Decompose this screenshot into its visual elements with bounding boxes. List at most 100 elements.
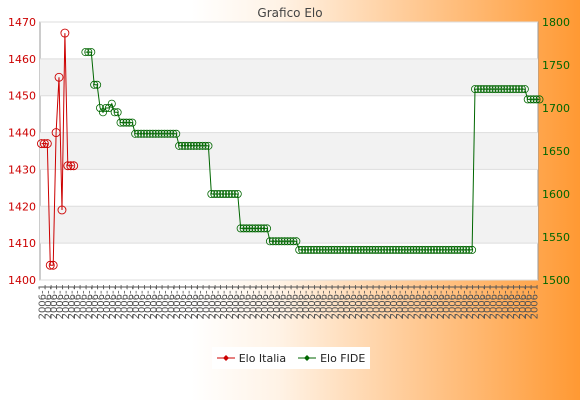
- legend-item-elo-italia: Elo Italia: [216, 352, 286, 365]
- data-point-elo-fide: [192, 141, 201, 150]
- data-point-elo-fide: [248, 224, 257, 233]
- data-point-elo-fide: [497, 85, 506, 94]
- legend: Elo Italia Elo FIDE: [212, 347, 370, 369]
- x-tick-label: 2006-1: [360, 284, 371, 319]
- data-point-elo-italia: [37, 139, 46, 149]
- x-tick-label: 2006-1: [506, 284, 517, 319]
- data-point-elo-fide: [330, 245, 339, 254]
- data-point-elo-fide: [198, 141, 207, 150]
- data-point-elo-fide: [471, 85, 480, 94]
- data-point-elo-fide: [509, 85, 518, 94]
- right-tick-label: 1700: [542, 102, 570, 115]
- data-point-elo-fide: [476, 85, 485, 94]
- data-point-elo-fide: [453, 245, 462, 254]
- data-point-elo-fide: [512, 85, 521, 94]
- x-tick-label: 2006-1: [278, 284, 289, 319]
- data-point-elo-fide: [119, 118, 128, 127]
- data-point-elo-fide: [254, 224, 263, 233]
- data-point-elo-fide: [178, 141, 187, 150]
- x-tick-label: 2006-1: [266, 284, 277, 319]
- data-point-elo-fide: [93, 80, 102, 89]
- data-point-elo-fide: [292, 237, 301, 246]
- data-point-elo-fide: [301, 245, 310, 254]
- data-point-elo-fide: [473, 85, 482, 94]
- x-tick-label: 2006-1: [125, 284, 136, 319]
- data-point-elo-italia: [51, 128, 61, 138]
- x-tick-label: 2006-1: [184, 284, 195, 319]
- x-tick-label: 2006-1: [155, 284, 166, 319]
- data-point-elo-fide: [224, 189, 233, 198]
- data-point-elo-fide: [406, 245, 415, 254]
- x-tick-label: 2006-1: [412, 284, 423, 319]
- left-tick-label: 1460: [8, 53, 36, 66]
- x-tick-label: 2006-1: [330, 284, 341, 319]
- x-tick-label: 2006-1: [237, 284, 248, 319]
- x-tick-label: 2006-1: [530, 284, 541, 319]
- x-tick-label: 2006-1: [500, 284, 511, 319]
- x-tick-label: 2006-1: [272, 284, 283, 319]
- x-tick-label: 2006-1: [436, 284, 447, 319]
- x-tick-label: 2006-1: [325, 284, 336, 319]
- data-point-elo-fide: [485, 85, 494, 94]
- data-point-elo-fide: [207, 189, 216, 198]
- data-point-elo-fide: [186, 141, 195, 150]
- data-point-elo-fide: [456, 245, 465, 254]
- data-point-elo-fide: [169, 129, 178, 138]
- data-point-elo-fide: [520, 85, 529, 94]
- x-tick-label: 2006-1: [524, 284, 535, 319]
- data-point-elo-fide: [175, 141, 184, 150]
- x-tick-label: 2006-1: [38, 284, 49, 319]
- data-point-elo-fide: [104, 104, 113, 113]
- data-point-elo-fide: [432, 245, 441, 254]
- data-point-elo-fide: [324, 245, 333, 254]
- x-tick-label: 2006-1: [248, 284, 259, 319]
- series-line-elo-italia: [41, 33, 74, 266]
- x-tick-label: 2006-1: [401, 284, 412, 319]
- data-point-elo-fide: [134, 129, 143, 138]
- data-point-elo-fide: [424, 245, 433, 254]
- grid-band: [40, 58, 538, 96]
- x-tick-label: 2006-1: [172, 284, 183, 319]
- x-tick-label: 2006-1: [213, 284, 224, 319]
- x-tick-label: 2006-1: [49, 284, 60, 319]
- x-tick-label: 2006-1: [424, 284, 435, 319]
- data-point-elo-fide: [304, 245, 313, 254]
- grid-band: [40, 206, 538, 244]
- data-point-elo-fide: [172, 129, 181, 138]
- data-point-elo-fide: [154, 129, 163, 138]
- x-tick-label: 2006-1: [102, 284, 113, 319]
- series-elo-italia: [37, 28, 79, 270]
- x-tick-label: 2006-1: [243, 284, 254, 319]
- data-point-elo-fide: [353, 245, 362, 254]
- data-point-elo-fide: [280, 237, 289, 246]
- x-tick-label: 2006-1: [465, 284, 476, 319]
- data-point-elo-fide: [532, 95, 541, 104]
- data-point-elo-fide: [339, 245, 348, 254]
- x-tick-label: 2006-1: [295, 284, 306, 319]
- data-point-elo-fide: [87, 48, 96, 57]
- data-point-elo-fide: [298, 245, 307, 254]
- data-point-elo-italia: [42, 139, 52, 149]
- data-point-elo-fide: [101, 104, 110, 113]
- x-tick-label: 2006-1: [483, 284, 494, 319]
- data-point-elo-fide: [409, 245, 418, 254]
- data-point-elo-fide: [315, 245, 324, 254]
- data-point-elo-fide: [526, 95, 535, 104]
- x-tick-label: 2006-1: [79, 284, 90, 319]
- x-tick-label: 2006-1: [442, 284, 453, 319]
- data-point-elo-fide: [400, 245, 409, 254]
- data-point-elo-fide: [201, 141, 210, 150]
- data-point-elo-fide: [535, 95, 544, 104]
- data-point-elo-fide: [219, 189, 228, 198]
- x-tick-label: 2006-1: [495, 284, 506, 319]
- x-tick-label: 2006-1: [137, 284, 148, 319]
- left-axis: 1400 1410 1420 1430 1440 1450 1460 1470: [8, 16, 36, 287]
- data-point-elo-fide: [239, 224, 248, 233]
- x-tick-label: 2006-1: [231, 284, 242, 319]
- x-tick-label: 2006-1: [477, 284, 488, 319]
- data-point-elo-fide: [236, 224, 245, 233]
- data-point-elo-fide: [447, 245, 456, 254]
- legend-label-elo-fide: Elo FIDE: [320, 351, 366, 365]
- x-tick-label: 2006-1: [178, 284, 189, 319]
